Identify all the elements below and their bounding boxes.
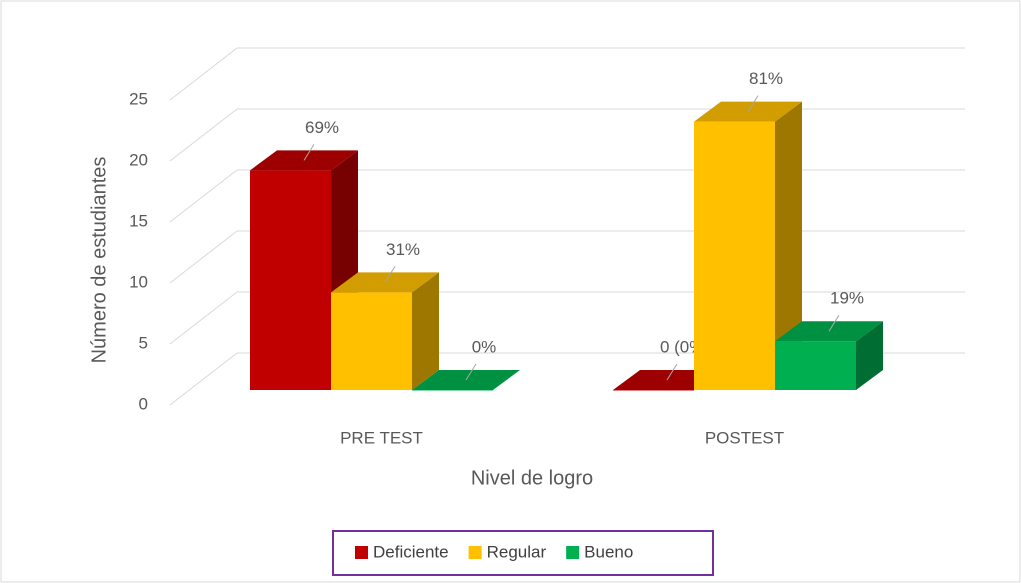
y-tick-label: 10 [129,272,148,291]
data-label: 69% [305,118,339,137]
legend-label: Bueno [584,542,633,561]
legend-swatch [355,546,368,559]
x-tick-label: POSTEST [705,428,784,447]
bar [331,292,412,390]
grid-line-side [169,230,238,284]
y-tick-label: 20 [129,150,148,169]
data-label: 19% [830,289,864,308]
legend-swatch [566,546,580,559]
bar [613,390,694,391]
label-leader [465,363,477,381]
grid-line-side [169,108,238,162]
y-tick-label: 25 [129,89,148,108]
bar-side [412,272,439,390]
y-tick-label: 5 [139,333,148,352]
grid-line-side [169,291,238,345]
data-label: 31% [386,240,420,259]
bar [250,170,331,390]
grid-line-side [169,169,238,223]
legend-box [332,530,714,576]
label-leader [384,266,396,283]
label-leader [828,314,840,332]
legend-label: Deficiente [373,542,449,561]
data-label: 0% [472,337,497,356]
y-tick-label: 15 [129,211,148,230]
label-leader [666,363,678,381]
legend-swatch [468,546,482,559]
label-leader [747,95,759,112]
label-leader [303,144,315,161]
bar [694,121,775,390]
bar-side [775,101,802,390]
y-tick-label: 0 [139,394,148,413]
bar [412,390,493,391]
data-label: 81% [749,69,783,88]
grid-line-side [169,352,238,406]
y-axis-title: Número de estudiantes [88,157,110,364]
bar [775,341,856,390]
x-axis-title: Nivel de logro [471,467,593,489]
legend-label: Regular [487,542,547,561]
bar-side [856,321,883,390]
grid-line-side [169,47,238,101]
x-tick-label: PRE TEST [340,428,423,447]
